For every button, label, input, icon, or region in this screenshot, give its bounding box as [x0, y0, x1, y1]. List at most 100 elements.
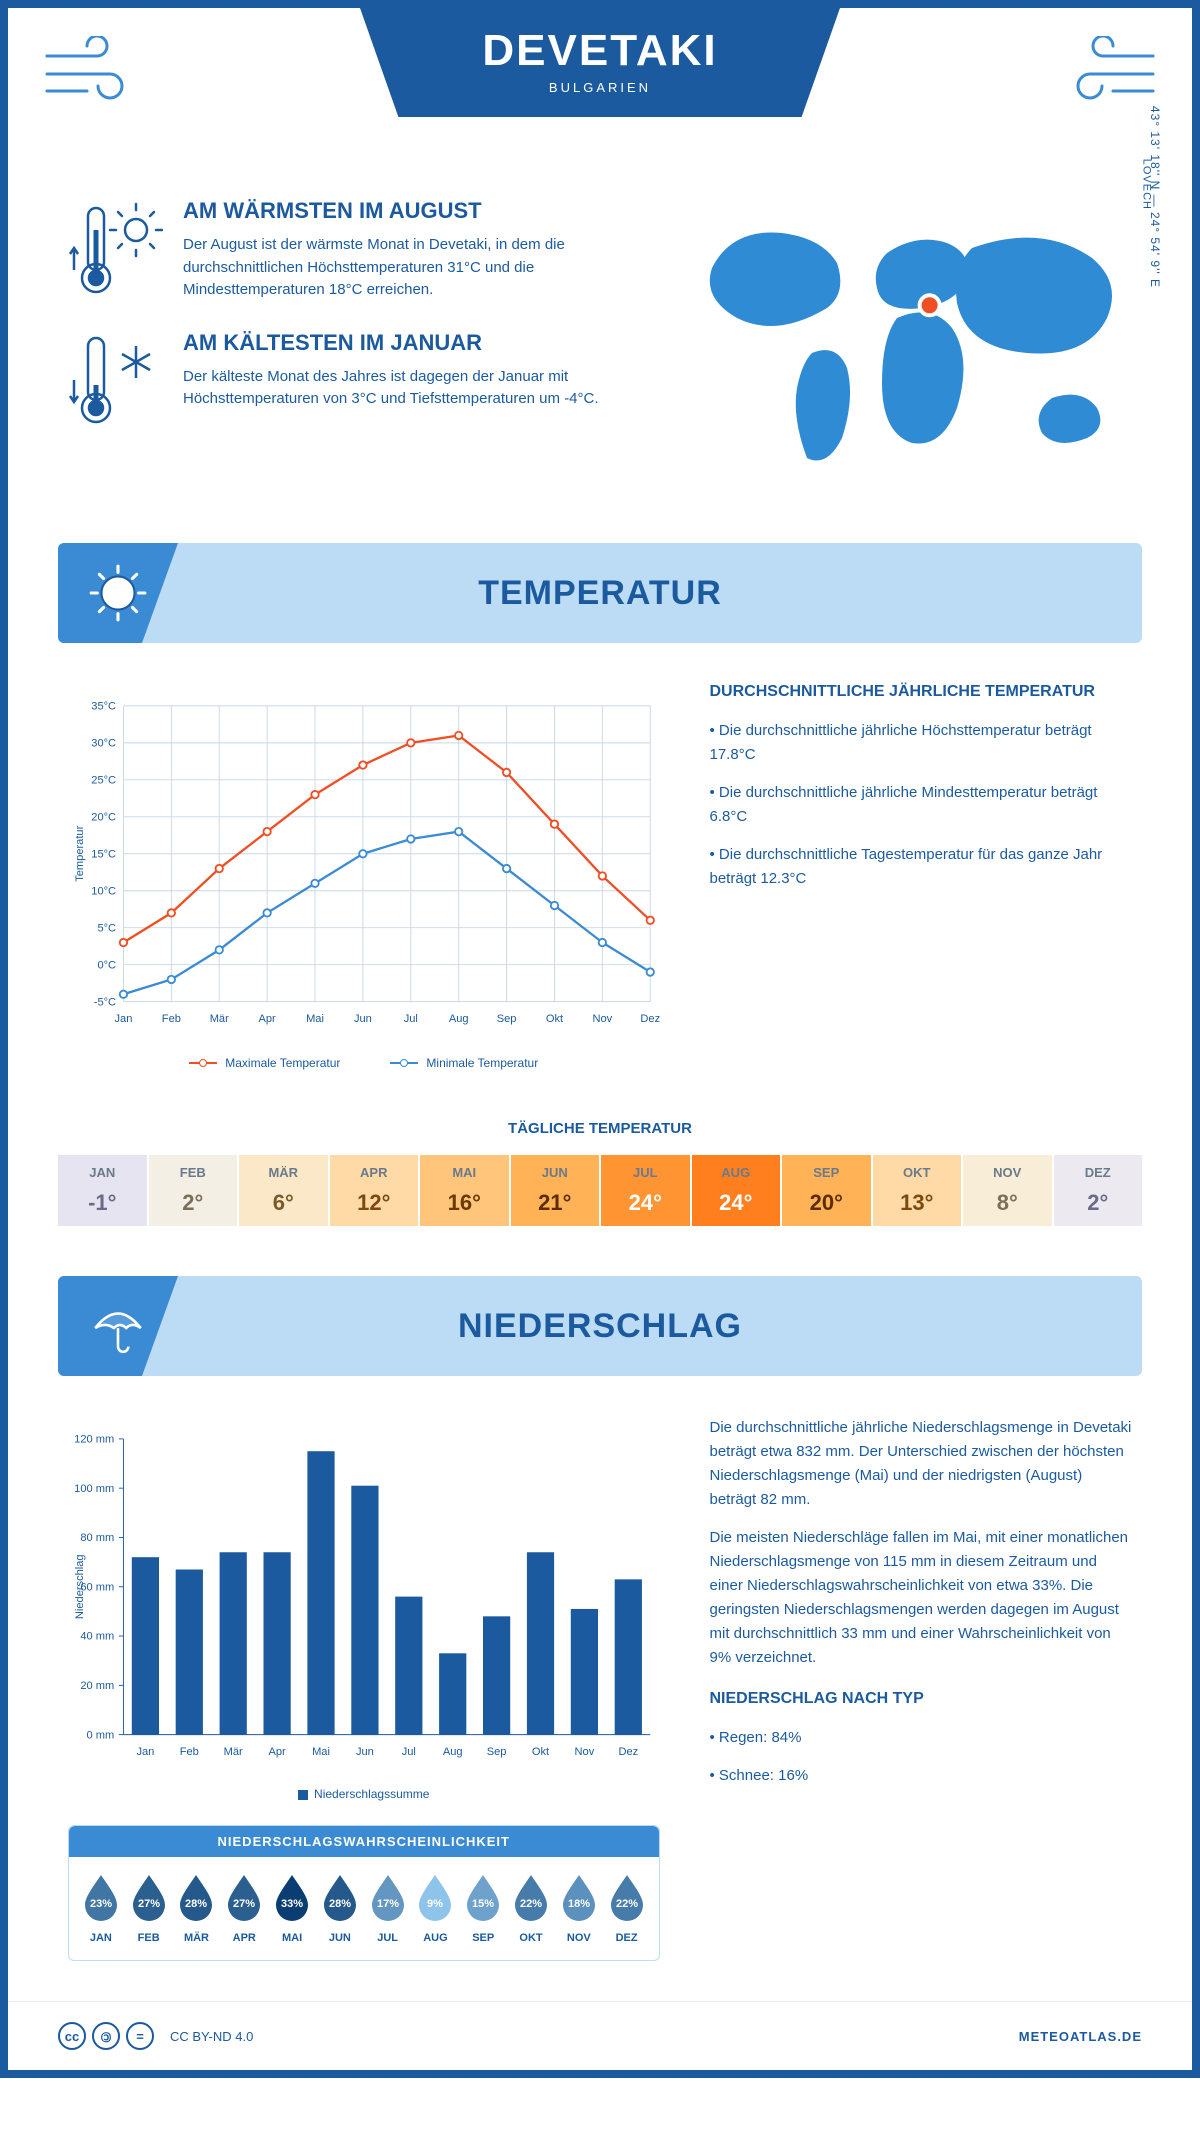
svg-text:Okt: Okt [546, 1013, 563, 1025]
coldest-block: AM KÄLTESTEN IM JANUAR Der kälteste Mona… [68, 330, 632, 430]
svg-text:30°C: 30°C [91, 738, 116, 750]
thermometer-sun-icon [68, 198, 163, 302]
svg-text:Jun: Jun [354, 1013, 372, 1025]
svg-text:120 mm: 120 mm [74, 1434, 114, 1446]
temp-bullet: • Die durchschnittliche jährliche Mindes… [710, 781, 1133, 829]
daily-temp-cell: OKT13° [873, 1155, 962, 1226]
svg-text:Dez: Dez [618, 1746, 638, 1758]
precip-type-bullet: • Regen: 84% [710, 1726, 1133, 1750]
temp-bullet: • Die durchschnittliche Tagestemperatur … [710, 843, 1133, 891]
svg-text:100 mm: 100 mm [74, 1483, 114, 1495]
svg-text:Feb: Feb [162, 1013, 181, 1025]
daily-temp-title: TÄGLICHE TEMPERATUR [8, 1120, 1192, 1137]
svg-text:Apr: Apr [268, 1746, 286, 1758]
svg-text:Apr: Apr [259, 1013, 277, 1025]
svg-text:20 mm: 20 mm [80, 1680, 114, 1692]
wind-icon [42, 36, 132, 122]
header: DEVETAKI BULGARIEN [8, 8, 1192, 188]
svg-text:Sep: Sep [497, 1013, 517, 1025]
bar-chart-legend: Niederschlagssumme [68, 1787, 660, 1801]
precip-text-2: Die meisten Niederschläge fallen im Mai,… [710, 1526, 1133, 1670]
svg-text:22%: 22% [520, 1898, 542, 1910]
probability-drop: 23%JAN [77, 1871, 125, 1944]
svg-text:Aug: Aug [443, 1746, 463, 1758]
temperature-heading: TEMPERATUR [478, 574, 722, 613]
svg-text:Mai: Mai [312, 1746, 330, 1758]
svg-text:Okt: Okt [532, 1746, 549, 1758]
daily-temp-cell: JUN21° [511, 1155, 600, 1226]
thermometer-snow-icon [68, 330, 163, 430]
probability-drop: 9%AUG [412, 1871, 460, 1944]
svg-text:23%: 23% [90, 1898, 112, 1910]
daily-temp-cell: JUL24° [601, 1155, 690, 1226]
nd-icon: = [126, 2022, 154, 2050]
svg-text:5°C: 5°C [97, 922, 116, 934]
svg-text:9%: 9% [427, 1898, 443, 1910]
coldest-text: Der kälteste Monat des Jahres ist dagege… [183, 366, 632, 411]
svg-text:Aug: Aug [449, 1013, 469, 1025]
daily-temp-cell: SEP20° [782, 1155, 871, 1226]
svg-text:Sep: Sep [487, 1746, 507, 1758]
precipitation-bar-chart: 0 mm20 mm40 mm60 mm80 mm100 mm120 mmJanF… [68, 1416, 660, 1776]
precipitation-heading: NIEDERSCHLAG [458, 1307, 742, 1346]
svg-text:25°C: 25°C [91, 775, 116, 787]
temperature-line-chart: -5°C0°C5°C10°C15°C20°C25°C30°C35°CJanFeb… [68, 683, 660, 1043]
svg-text:Dez: Dez [640, 1013, 659, 1025]
site-credit: METEOATLAS.DE [1019, 2029, 1142, 2044]
probability-drop: 27%APR [220, 1871, 268, 1944]
probability-drop: 18%NOV [555, 1871, 603, 1944]
temperature-section-header: TEMPERATUR [58, 543, 1142, 643]
temp-bullet: • Die durchschnittliche jährliche Höchst… [710, 719, 1133, 767]
svg-text:35°C: 35°C [91, 701, 116, 713]
probability-drop: 17%JUL [364, 1871, 412, 1944]
svg-text:Jul: Jul [404, 1013, 418, 1025]
svg-text:27%: 27% [138, 1898, 160, 1910]
svg-text:15°C: 15°C [91, 848, 116, 860]
probability-drop: 28%MÄR [173, 1871, 221, 1944]
license-text: CC BY-ND 4.0 [170, 2029, 253, 2044]
license-badge: cc 🄯 = CC BY-ND 4.0 [58, 2022, 253, 2050]
svg-text:18%: 18% [568, 1898, 590, 1910]
daily-temp-cell: DEZ2° [1054, 1155, 1143, 1226]
by-icon: 🄯 [92, 2022, 120, 2050]
precip-type-bullet: • Schnee: 16% [710, 1764, 1133, 1788]
probability-title: NIEDERSCHLAGSWAHRSCHEINLICHKEIT [69, 1826, 659, 1857]
svg-text:27%: 27% [233, 1898, 255, 1910]
wind-icon [1068, 36, 1158, 122]
country-subtitle: BULGARIEN [400, 80, 800, 95]
daily-temp-cell: MÄR6° [239, 1155, 328, 1226]
daily-temp-cell: AUG24° [692, 1155, 781, 1226]
title-banner: DEVETAKI BULGARIEN [360, 8, 840, 117]
probability-drop: 28%JUN [316, 1871, 364, 1944]
probability-drop: 33%MAI [268, 1871, 316, 1944]
daily-temp-cell: FEB2° [149, 1155, 238, 1226]
probability-drop: 22%OKT [507, 1871, 555, 1944]
svg-text:33%: 33% [281, 1898, 303, 1910]
footer: cc 🄯 = CC BY-ND 4.0 METEOATLAS.DE [8, 2001, 1192, 2070]
daily-temp-cell: APR12° [330, 1155, 419, 1226]
warmest-heading: AM WÄRMSTEN IM AUGUST [183, 198, 632, 224]
svg-text:Jan: Jan [136, 1746, 154, 1758]
svg-text:Jan: Jan [115, 1013, 133, 1025]
coldest-heading: AM KÄLTESTEN IM JANUAR [183, 330, 632, 356]
svg-text:28%: 28% [329, 1898, 351, 1910]
svg-text:Nov: Nov [575, 1746, 595, 1758]
probability-drop: 22%DEZ [603, 1871, 651, 1944]
line-chart-legend: Maximale Temperatur Minimale Temperatur [68, 1056, 660, 1070]
world-map: LOVECH 43° 13' 18'' N — 24° 54' 9'' E [672, 198, 1132, 493]
svg-text:Jun: Jun [356, 1746, 374, 1758]
svg-text:Feb: Feb [180, 1746, 199, 1758]
svg-text:Niederschlag: Niederschlag [74, 1554, 86, 1619]
probability-drop: 27%FEB [125, 1871, 173, 1944]
svg-text:-5°C: -5°C [94, 996, 116, 1008]
svg-text:20°C: 20°C [91, 811, 116, 823]
precip-text-1: Die durchschnittliche jährliche Niedersc… [710, 1416, 1133, 1512]
probability-drop: 15%SEP [459, 1871, 507, 1944]
svg-text:40 mm: 40 mm [80, 1631, 114, 1643]
svg-text:Jul: Jul [402, 1746, 416, 1758]
svg-text:Nov: Nov [593, 1013, 613, 1025]
coordinates-label: 43° 13' 18'' N — 24° 54' 9'' E [1148, 106, 1162, 288]
daily-temp-cell: NOV8° [963, 1155, 1052, 1226]
svg-text:Temperatur: Temperatur [74, 825, 86, 881]
svg-text:0°C: 0°C [97, 959, 116, 971]
